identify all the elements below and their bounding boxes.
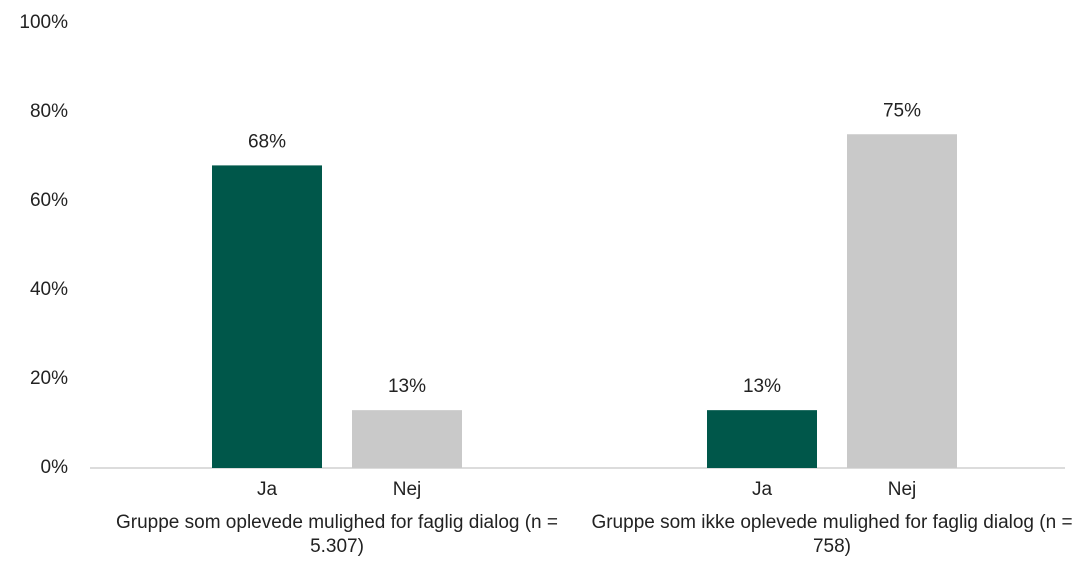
bar bbox=[707, 410, 817, 468]
data-label: 13% bbox=[743, 376, 781, 397]
data-label: 68% bbox=[248, 131, 286, 152]
x-tick-label: Nej bbox=[888, 479, 917, 500]
y-tick-label: 60% bbox=[30, 190, 68, 211]
y-tick-label: 80% bbox=[30, 101, 68, 122]
bar bbox=[847, 134, 957, 468]
x-tick-label: Ja bbox=[257, 479, 278, 500]
group-label: Gruppe som ikke oplevede mulighed for fa… bbox=[591, 512, 1073, 557]
x-tick-label: Ja bbox=[752, 479, 773, 500]
y-tick-label: 20% bbox=[30, 368, 68, 389]
group-label: Gruppe som oplevede mulighed for faglig … bbox=[115, 512, 559, 557]
data-label: 13% bbox=[388, 376, 426, 397]
bar bbox=[352, 410, 462, 468]
bar bbox=[212, 165, 322, 468]
y-tick-label: 40% bbox=[30, 279, 68, 300]
y-tick-label: 100% bbox=[19, 12, 68, 33]
y-tick-label: 0% bbox=[41, 457, 69, 478]
x-tick-label: Nej bbox=[393, 479, 422, 500]
data-label: 75% bbox=[883, 100, 921, 121]
